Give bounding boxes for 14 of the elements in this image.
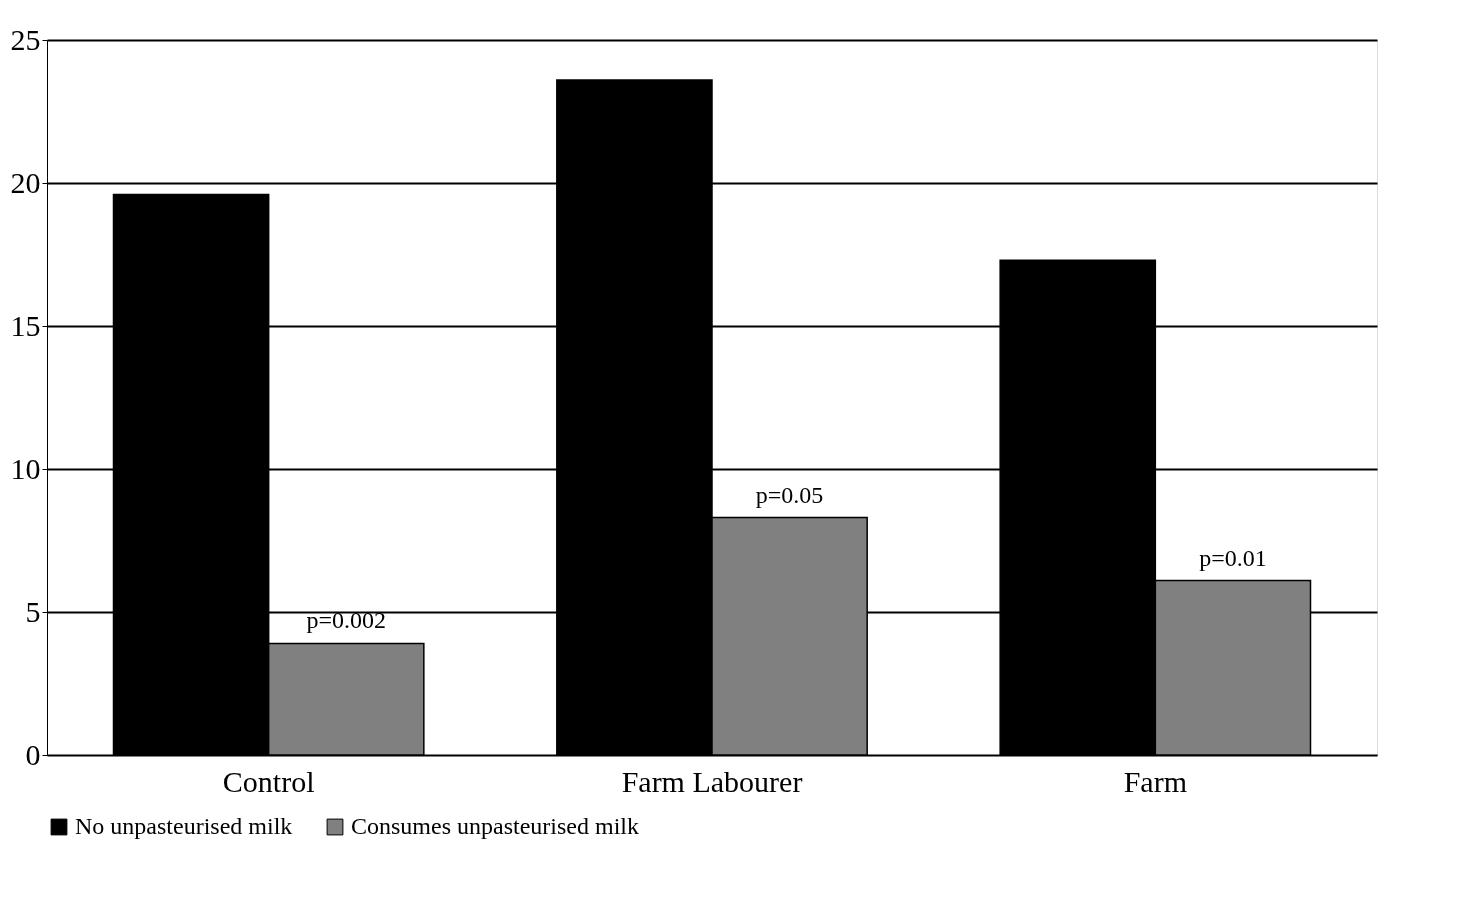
annotation: p=0.05 [755,481,824,508]
y-tick-label: 0 [25,737,41,771]
y-tick-label: 10 [10,451,41,485]
x-tick-label: Farm [1123,764,1187,798]
x-tick-label: Control [222,764,315,798]
y-tick-label: 15 [10,308,41,342]
annotation: p=0.002 [306,607,387,634]
x-tick-label: Farm Labourer [621,764,803,798]
legend-label: Consumes unpasteurised milk [351,813,639,839]
y-tick-label: 25 [10,22,41,56]
legend-label: No unpasteurised milk [75,813,293,839]
annotation: p=0.01 [1199,544,1267,571]
y-tick-label: 20 [10,165,41,199]
y-tick-label: 5 [25,594,41,628]
